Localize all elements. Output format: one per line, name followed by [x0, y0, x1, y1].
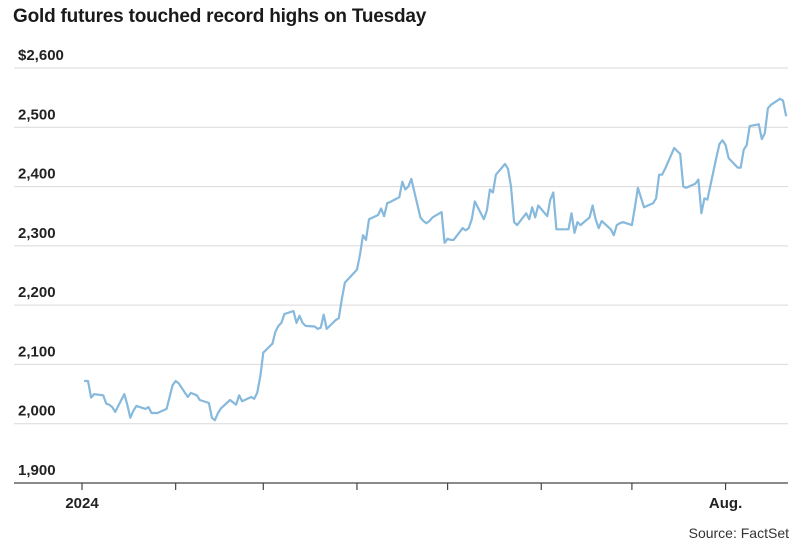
- y-axis-ticks: $2,600 2,500 2,400 2,300 2,200 2,100 2,000 1,90…: [18, 47, 64, 479]
- y-tick-label: 2,200: [18, 284, 56, 301]
- x-tick-label: 2024: [65, 495, 99, 512]
- y-tick-label: 2,000: [18, 403, 56, 420]
- source-note: Source: FactSet: [688, 525, 789, 541]
- grid-lines: [14, 67, 788, 484]
- y-tick-label: 2,500: [18, 106, 56, 123]
- series-layer: [83, 97, 788, 422]
- chart-title: Gold futures touched record highs on Tue…: [13, 6, 427, 27]
- y-tick-label: 2,400: [18, 166, 56, 183]
- x-tick-label: Aug.: [709, 495, 742, 512]
- y-tick-label: $2,600: [18, 47, 64, 64]
- y-tick-label: 2,100: [18, 343, 56, 360]
- y-tick-label: 1,900: [18, 462, 56, 479]
- y-tick-label: 2,300: [18, 225, 56, 242]
- gold-futures-price-line: [83, 97, 788, 422]
- x-axis: 2024 Aug.: [65, 483, 742, 512]
